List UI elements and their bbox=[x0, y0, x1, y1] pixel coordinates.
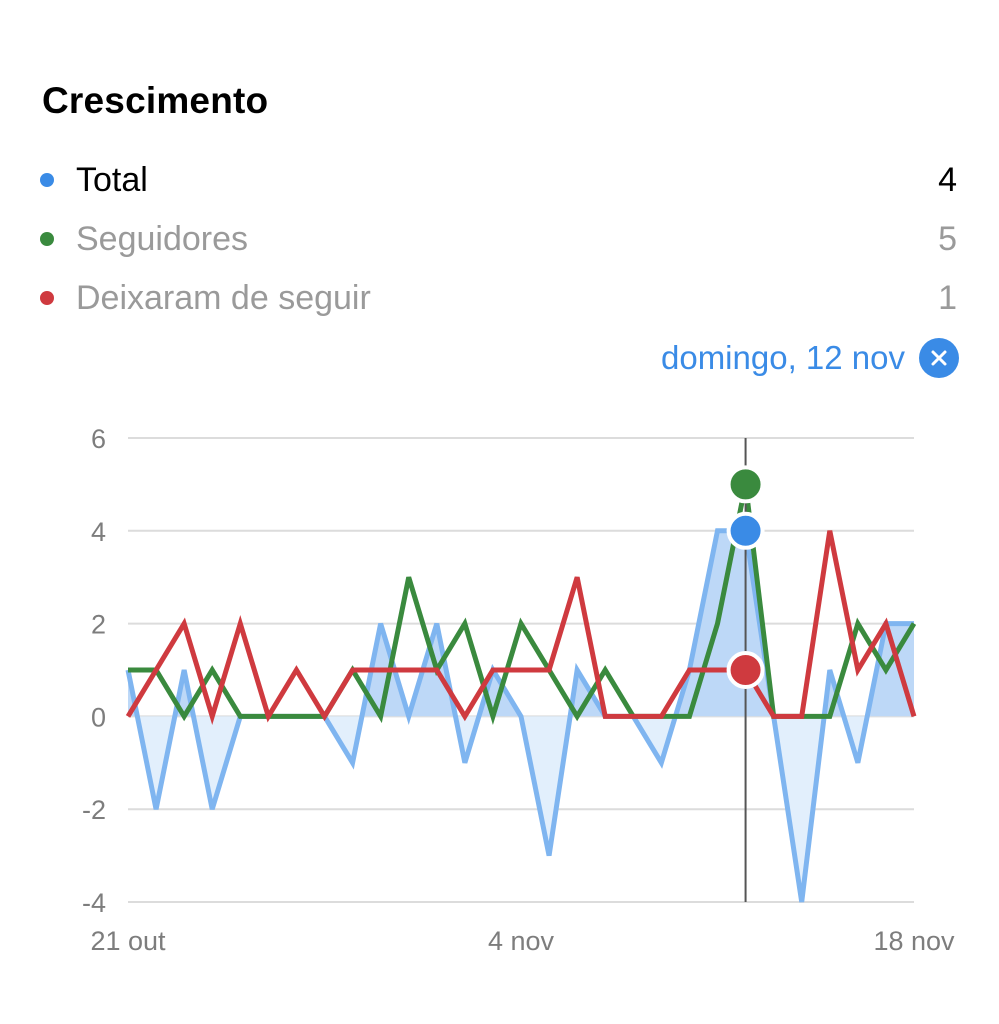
y-tick-label: 6 bbox=[91, 424, 106, 454]
y-tick-label: -2 bbox=[82, 795, 106, 825]
legend-label-seguidores: Seguidores bbox=[76, 219, 249, 258]
legend-dot-deixaram bbox=[40, 291, 54, 305]
legend-label-total: Total bbox=[76, 160, 148, 199]
legend-value-total: 4 bbox=[938, 160, 957, 199]
total-marker bbox=[726, 511, 765, 550]
deixaram-line bbox=[125, 530, 917, 726]
x-tick-label: 4 nov bbox=[488, 926, 555, 956]
legend-value-seguidores: 5 bbox=[938, 219, 957, 258]
y-tick-label: 2 bbox=[91, 610, 106, 640]
seguidores-line bbox=[128, 483, 917, 726]
legend-dot-total bbox=[40, 173, 54, 187]
legend-value-deixaram: 1 bbox=[938, 278, 957, 317]
selected-date-label: domingo, 12 nov bbox=[660, 339, 905, 376]
legend-seguidores[interactable]: Seguidores 5 bbox=[40, 219, 957, 259]
legend-label-deixaram: Deixaram de seguir bbox=[76, 278, 371, 317]
x-tick-label: 18 nov bbox=[873, 926, 955, 956]
seguidores-marker bbox=[726, 465, 765, 504]
selected-date: domingo, 12 nov bbox=[661, 337, 959, 379]
total-area-negative bbox=[137, 716, 868, 902]
legend-deixaram[interactable]: Deixaram de seguir 1 bbox=[40, 278, 957, 318]
legend-dot-seguidores bbox=[40, 232, 54, 246]
y-tick-label: 4 bbox=[91, 517, 106, 547]
legend-total[interactable]: Total 4 bbox=[40, 160, 957, 200]
deixaram-marker bbox=[726, 651, 765, 689]
card-title: Crescimento bbox=[42, 80, 269, 121]
close-icon[interactable] bbox=[919, 338, 959, 378]
y-tick-label: -4 bbox=[82, 888, 106, 918]
x-tick-label: 21 out bbox=[90, 926, 166, 956]
y-tick-label: 0 bbox=[91, 702, 106, 732]
